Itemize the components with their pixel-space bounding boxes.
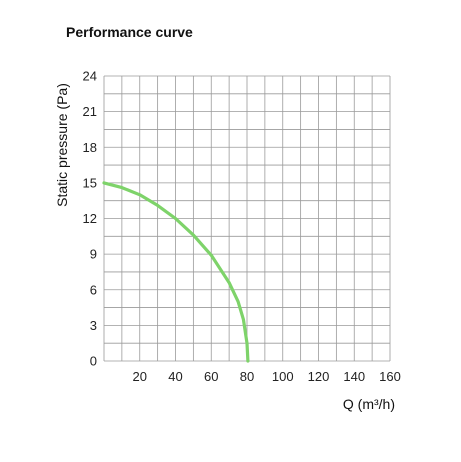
performance-curve-line <box>102 181 250 363</box>
y-tick-label: 15 <box>83 175 97 190</box>
x-tick-labels: 20 40 60 80 100 120 140 160 <box>133 369 401 384</box>
y-tick-label: 3 <box>90 318 97 333</box>
y-tick-labels: 0 3 6 9 12 15 18 21 24 <box>83 69 97 369</box>
x-tick-label: 100 <box>272 369 294 384</box>
x-tick-label: 20 <box>133 369 147 384</box>
x-tick-label: 40 <box>168 369 182 384</box>
y-tick-label: 18 <box>83 140 97 155</box>
x-tick-label: 160 <box>379 369 401 384</box>
series-group <box>102 181 250 363</box>
x-axis-label: Q (m³/h) <box>343 396 395 412</box>
y-tick-label: 12 <box>83 211 97 226</box>
x-tick-label: 80 <box>240 369 254 384</box>
y-tick-label: 21 <box>83 104 97 119</box>
y-tick-label: 9 <box>90 247 97 262</box>
chart-title: Performance curve <box>66 24 193 40</box>
y-axis-label: Static pressure (Pa) <box>54 83 70 207</box>
x-tick-label: 60 <box>204 369 218 384</box>
x-tick-label: 120 <box>308 369 330 384</box>
x-tick-label: 140 <box>343 369 365 384</box>
y-tick-label: 24 <box>83 69 97 84</box>
grid <box>103 75 391 362</box>
y-tick-label: 0 <box>90 354 97 369</box>
y-tick-label: 6 <box>90 282 97 297</box>
